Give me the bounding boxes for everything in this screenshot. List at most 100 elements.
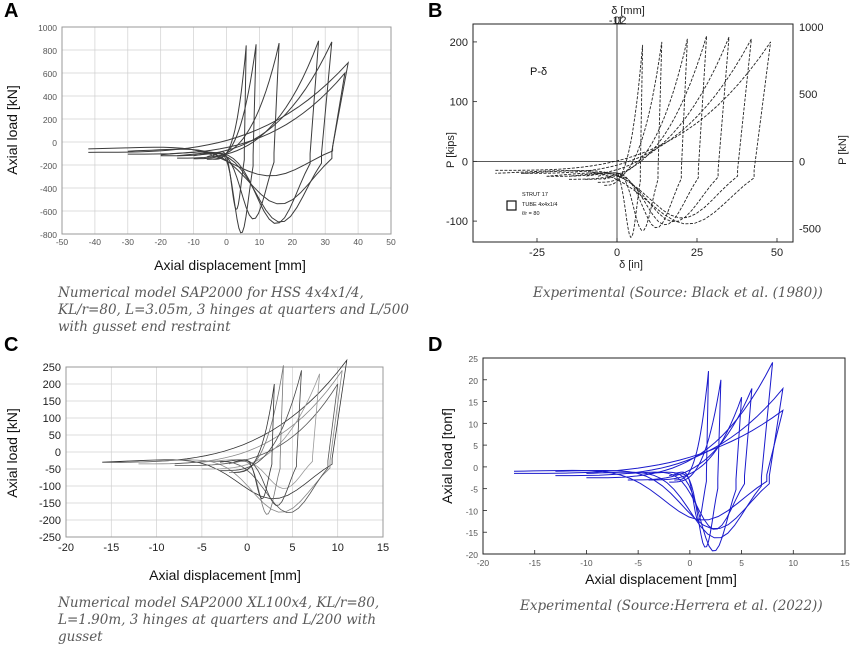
x-tick-label: 0 xyxy=(687,558,692,568)
y-tick-label: -250 xyxy=(39,532,61,544)
y-tick-label: 200 xyxy=(450,37,468,49)
x2-tick-label: 1 xyxy=(617,15,623,27)
hysteresis-loop xyxy=(138,370,343,513)
y-tick-label: 50 xyxy=(49,430,61,442)
hysteresis-loop xyxy=(586,362,774,539)
y-tick-label: 150 xyxy=(43,396,61,408)
annotation-p-delta: P-δ xyxy=(530,66,547,78)
x-tick-label: 25 xyxy=(691,247,703,259)
caption-a: Numerical model SAP2000 for HSS 4x4x1/4,… xyxy=(58,285,409,335)
y-tick-label: -400 xyxy=(40,184,57,194)
hysteresis-loop xyxy=(546,36,730,223)
chart-a: -50 -40 -30 -20 -10 0 10 20 30 40 50 -800 -600 -400 -2… xyxy=(4,23,396,273)
y-tick-label: 0 xyxy=(52,138,57,148)
x-tick-label: -10 xyxy=(149,542,165,554)
y-tick-label: -20 xyxy=(466,550,479,560)
hysteresis-loop xyxy=(603,44,644,238)
y2-tick-label: -500 xyxy=(799,224,821,236)
y-tick-label: 0 xyxy=(462,156,468,168)
x-tick-label: 50 xyxy=(386,237,396,247)
x2-tick-label: -1 xyxy=(609,15,619,27)
y-tick-label: 200 xyxy=(43,115,57,125)
x-tick-label: -25 xyxy=(529,247,545,259)
y-tick-label: -15 xyxy=(466,528,479,538)
x-axis-label-b: δ [in] xyxy=(619,259,643,271)
y-tick-label: -200 xyxy=(39,515,61,527)
x-tick-label: 20 xyxy=(288,237,298,247)
y-axis-label-d: Axial load [tonf] xyxy=(439,408,455,504)
x-tick-label: 0 xyxy=(614,247,620,259)
caption-c: Numerical model SAP2000 XL100x4, KL/r=80… xyxy=(58,595,380,645)
hysteresis-loop xyxy=(102,358,348,500)
y-axis-label-b: P [kips] xyxy=(445,132,457,168)
x-tick-label: -10 xyxy=(187,237,200,247)
x-tick-label: 15 xyxy=(840,558,850,568)
hysteresis-loop xyxy=(206,44,257,234)
y-tick-label: 100 xyxy=(450,97,468,109)
y-axis-label-a: Axial load [kN] xyxy=(4,85,20,174)
panel-letter-c: C xyxy=(4,334,19,356)
y-tick-label: -600 xyxy=(40,207,57,217)
hysteresis-loop xyxy=(228,365,284,515)
x-tick-label: -5 xyxy=(634,558,642,568)
chart-c: -20 -15 -10 -5 0 5 10 15-250-200-150-100-500501… xyxy=(4,358,389,583)
x-tick-label: -30 xyxy=(122,237,135,247)
y2-tick-label: 0 xyxy=(799,156,805,168)
x-tick-label: -20 xyxy=(155,237,168,247)
y2-tick-label: 500 xyxy=(799,89,817,101)
hysteresis-loop xyxy=(669,379,722,548)
x-tick-label: 5 xyxy=(289,542,295,554)
hysteresis-loop xyxy=(213,45,247,210)
y-tick-label: -100 xyxy=(446,216,468,228)
annotation-tube: TUBE 4x4x1/4 xyxy=(522,202,557,208)
hysteresis-loop xyxy=(674,371,709,522)
panel-letter-b: B xyxy=(428,0,443,22)
panel-d: D -20 -15 -10 -5 0 5 10 15 -20 -15 -10 -5 0 5 10 15 20 25… xyxy=(428,330,858,638)
x-tick-label: -10 xyxy=(580,558,593,568)
x2-tick-label: 2 xyxy=(620,15,626,27)
x-tick-label: 10 xyxy=(789,558,799,568)
x-tick-label: 5 xyxy=(739,558,744,568)
hysteresis-loop xyxy=(627,388,753,530)
y-tick-label: 15 xyxy=(469,398,479,408)
x-tick-label: 0 xyxy=(224,237,229,247)
caption-d: Experimental (Source:Herrera et al. (202… xyxy=(520,598,823,614)
x-tick-label: 40 xyxy=(353,237,363,247)
y-tick-label: -800 xyxy=(40,230,57,240)
caption-b: Experimental (Source: Black et al. (1980… xyxy=(533,285,823,301)
y-tick-label: -50 xyxy=(45,464,61,476)
y-tick-label: -10 xyxy=(466,506,479,516)
y-tick-label: -200 xyxy=(40,161,57,171)
x-axis-label-c: Axial displacement [mm] xyxy=(149,567,301,583)
hysteresis-loop xyxy=(584,38,688,229)
y-tick-label: -5 xyxy=(470,485,478,495)
panel-letter-a: A xyxy=(4,0,19,22)
y2-axis-label-b: P [kN] xyxy=(837,135,849,165)
y-tick-label: -150 xyxy=(39,498,61,510)
x-tick-label: -5 xyxy=(197,542,207,554)
x-tick-label: 10 xyxy=(332,542,344,554)
panel-c: C -20 -15 -10 -5 0 5 10 15 -250 -200 -150 -100 -50 0 5… xyxy=(0,330,420,645)
hysteresis-loop xyxy=(513,409,784,521)
y-axis-label-c: Axial load [kN] xyxy=(4,408,20,497)
y-tick-label: 0 xyxy=(55,447,61,459)
x-tick-label: -15 xyxy=(529,558,542,568)
y-tick-label: 5 xyxy=(473,441,478,451)
panel-letter-d: D xyxy=(428,334,443,356)
x-tick-label: 50 xyxy=(771,247,783,259)
x-tick-label: -15 xyxy=(103,542,119,554)
y2-tick-label: 1000 xyxy=(799,22,823,34)
hysteresis-loop xyxy=(597,41,663,232)
y-tick-label: 1000 xyxy=(38,23,57,33)
hysteresis-loop xyxy=(233,383,275,500)
hysteresis-loop xyxy=(127,71,346,205)
y-tick-label: 20 xyxy=(469,376,479,386)
chart-d: -20 -15 -10 -5 0 5 10 15 -20 -15 -10 -5 0 5 10 15 20 25 A… xyxy=(439,354,850,587)
y-tick-label: 100 xyxy=(43,413,61,425)
y-tick-label: -100 xyxy=(39,481,61,493)
x-axis-label-d: Axial displacement [mm] xyxy=(585,571,737,587)
hysteresis-loop xyxy=(174,383,339,514)
y-tick-label: 10 xyxy=(469,419,479,429)
x2-axis-label-b: δ [mm] xyxy=(611,5,645,17)
